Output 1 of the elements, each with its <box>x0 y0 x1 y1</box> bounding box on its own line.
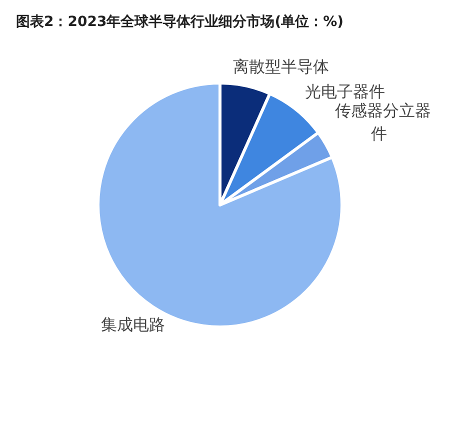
title: 图表2：2023年全球半导体行业细分市场(单位：%) <box>16 14 344 30</box>
